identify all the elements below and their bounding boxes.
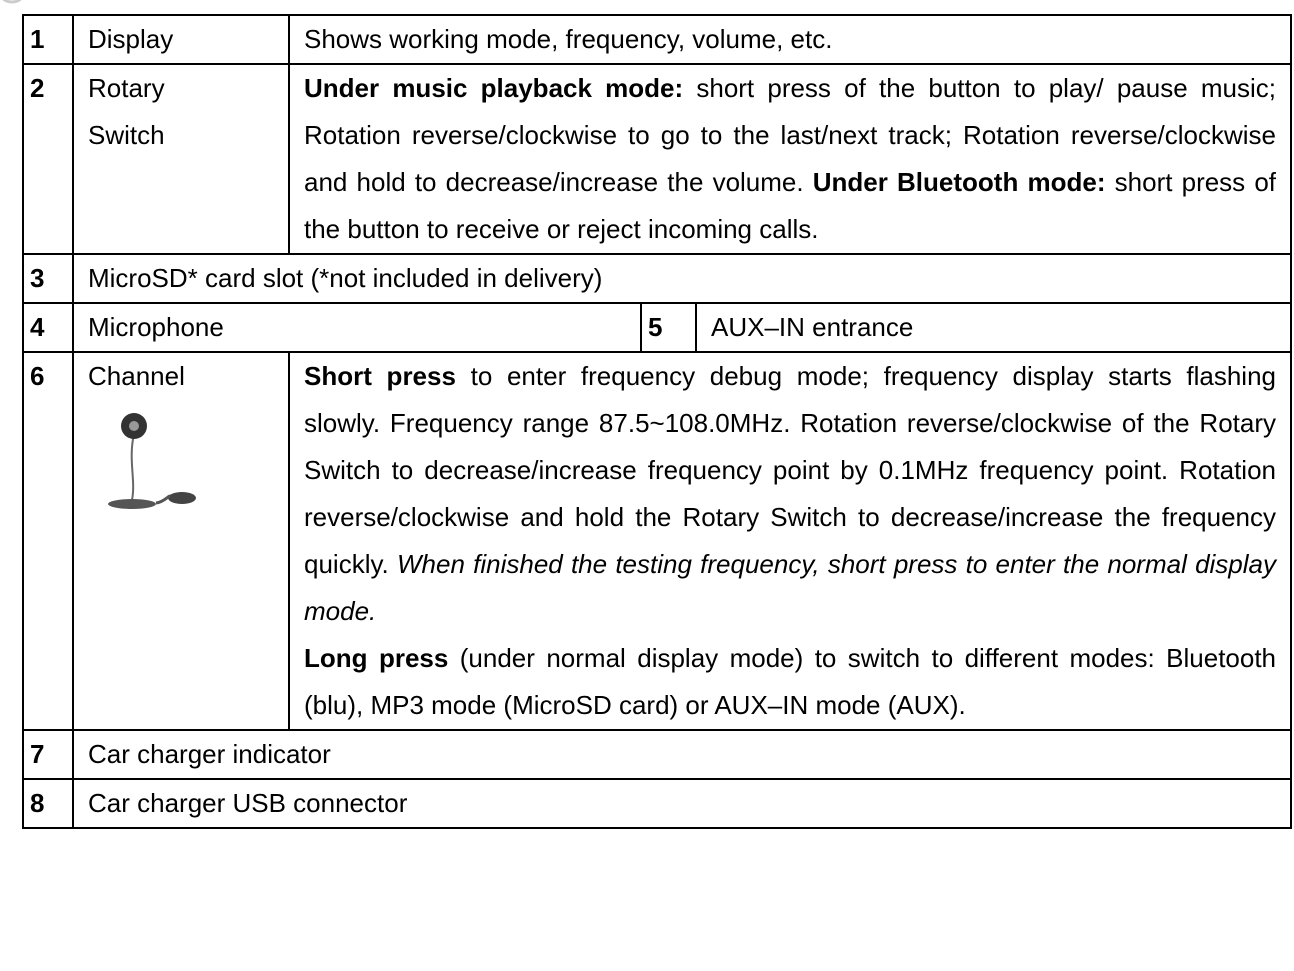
item-number: 1 (22, 14, 74, 65)
bold-text: Under music playback mode: (304, 73, 684, 103)
text: short press of the button to play/ pause… (304, 73, 1277, 197)
item-text: MicroSD* card slot (*not included in del… (71, 253, 1293, 304)
spec-table: 1 Display Shows working mode, frequency, v… (22, 14, 1293, 829)
text: short press of the button to receive or … (304, 167, 1277, 244)
table-row: 1 Display Shows working mode, frequency, v… (22, 14, 1293, 65)
item-number: 6 (22, 351, 74, 731)
item-number: 3 (22, 253, 74, 304)
header-fragment (2, 0, 22, 4)
text: (under normal display mode) to switch to… (304, 643, 1277, 720)
table-row: 4 Microphone 5 AUX–IN entrance (22, 302, 1293, 353)
table-row: 2 Rotary Switch Under music playback mode:… (22, 63, 1293, 255)
description-paragraph: Shows working mode, frequency, volume, e… (304, 16, 1276, 63)
item-description-cell: Under music playback mode: short press o… (287, 63, 1293, 255)
table-row: 8 Car charger USB connector (22, 778, 1293, 829)
item-label-cell: Rotary Switch (72, 63, 290, 255)
microphone-icon (108, 413, 196, 509)
item-label-cell: Channel (72, 351, 290, 731)
description-paragraph: Short press to enter frequency debug mod… (304, 353, 1276, 635)
item-label: Channel (88, 361, 185, 391)
item-label: AUX–IN entrance (694, 302, 1293, 353)
table-row: 7 Car charger indicator (22, 729, 1293, 780)
item-label: Microphone (72, 302, 642, 353)
item-number: 2 (22, 63, 74, 255)
item-number: 5 (640, 302, 697, 353)
description-paragraph: Long press (under normal display mode) t… (304, 635, 1276, 729)
table-body: 1 Display Shows working mode, frequency, v… (22, 14, 1293, 829)
bold-text: Under Bluetooth mode: (812, 167, 1106, 197)
text: to enter frequency debug mode; frequency… (304, 361, 1277, 579)
item-number: 7 (22, 729, 74, 780)
item-number: 8 (22, 778, 74, 829)
bold-text: Short press (304, 361, 456, 391)
table-row: 6 Channel Short press to enter frequency d… (22, 351, 1293, 731)
item-number: 4 (22, 302, 74, 353)
item-description-cell: Short press to enter frequency debug mod… (287, 351, 1293, 731)
item-description-cell: Shows working mode, frequency, volume, e… (287, 14, 1293, 65)
item-label: Display (88, 24, 174, 54)
item-text: Car charger USB connector (71, 778, 1293, 829)
text: Shows working mode, frequency, volume, e… (304, 24, 833, 54)
description-paragraph: Under music playback mode: short press o… (304, 65, 1276, 253)
bold-text: Long press (304, 643, 449, 673)
item-text: Car charger indicator (71, 729, 1293, 780)
item-label-cell: Display (72, 14, 290, 65)
italic-text: When finished the testing frequency, sho… (304, 549, 1277, 626)
item-label: Rotary Switch (88, 73, 165, 150)
table-row: 3 MicroSD* card slot (*not included in de… (22, 253, 1293, 304)
